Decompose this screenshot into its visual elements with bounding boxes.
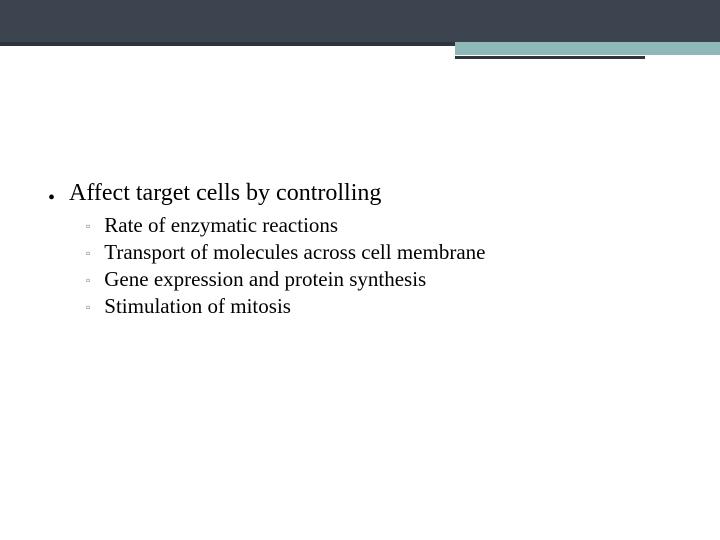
bullet-square-icon: ▫ bbox=[86, 273, 90, 288]
accent-row bbox=[0, 42, 720, 60]
bullet-square-icon: ▫ bbox=[86, 246, 90, 261]
sub-item-text: Transport of molecules across cell membr… bbox=[104, 240, 485, 265]
sub-list: ▫ Rate of enzymatic reactions ▫ Transpor… bbox=[48, 213, 680, 319]
accent-underline bbox=[455, 56, 645, 59]
list-item: ▫ Gene expression and protein synthesis bbox=[86, 267, 680, 292]
list-item: • Affect target cells by controlling bbox=[48, 180, 680, 207]
sub-item-text: Stimulation of mitosis bbox=[104, 294, 291, 319]
list-item: ▫ Rate of enzymatic reactions bbox=[86, 213, 680, 238]
list-item: ▫ Transport of molecules across cell mem… bbox=[86, 240, 680, 265]
bullet-square-icon: ▫ bbox=[86, 219, 90, 234]
header-bar bbox=[0, 0, 720, 42]
main-item-text: Affect target cells by controlling bbox=[69, 180, 381, 207]
sub-item-text: Gene expression and protein synthesis bbox=[104, 267, 426, 292]
slide-content: • Affect target cells by controlling ▫ R… bbox=[48, 180, 680, 321]
bullet-dot-icon: • bbox=[48, 188, 55, 208]
list-item: ▫ Stimulation of mitosis bbox=[86, 294, 680, 319]
accent-teal-block bbox=[455, 42, 720, 55]
sub-item-text: Rate of enzymatic reactions bbox=[104, 213, 338, 238]
bullet-square-icon: ▫ bbox=[86, 300, 90, 315]
